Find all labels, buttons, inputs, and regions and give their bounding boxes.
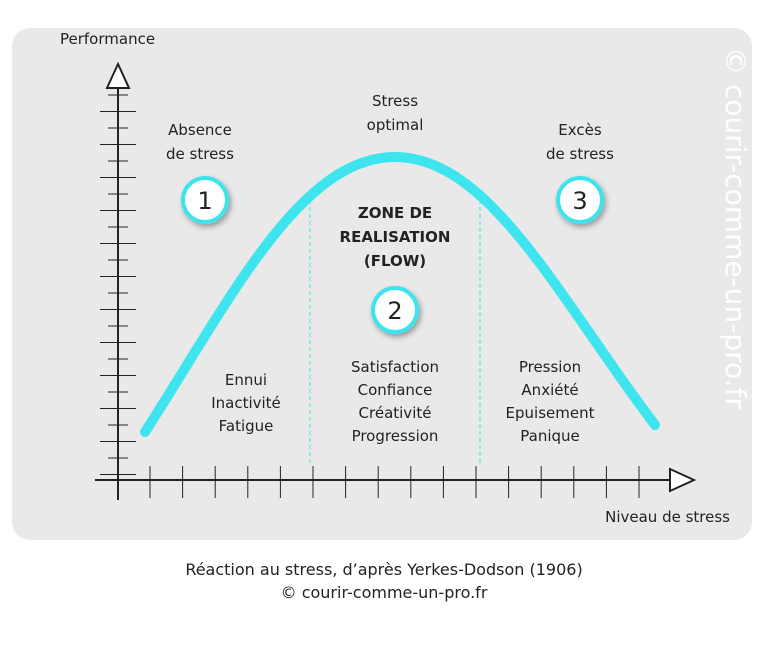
zone-item: Epuisement (506, 404, 595, 422)
zone-title: de stress (546, 145, 614, 163)
zone-number: 1 (197, 187, 212, 215)
zone-number: 3 (572, 187, 587, 215)
curve (140, 151, 660, 437)
zone-item: Satisfaction (351, 358, 439, 376)
zone-badge (181, 176, 229, 224)
zone-item: Fatigue (219, 417, 274, 435)
x-arrow (669, 467, 697, 493)
zone-title: Excès (558, 121, 602, 139)
x-label: Niveau de stress (605, 508, 730, 526)
peak-label: optimal (367, 116, 424, 134)
y-label: Performance (60, 30, 155, 48)
caption: © courir-comme-un-pro.fr (281, 583, 488, 602)
zone-item: Confiance (358, 381, 433, 399)
zone-item: Progression (352, 427, 439, 445)
y-arrow (105, 61, 131, 89)
zone-title: ZONE DE (358, 204, 432, 222)
caption: Réaction au stress, d’après Yerkes-Dodso… (185, 560, 582, 579)
zone-item: Inactivité (211, 394, 281, 412)
zone-item: Panique (520, 427, 580, 445)
zone-item: Anxiété (521, 381, 578, 399)
zone-title: Absence (168, 121, 232, 139)
zone-badge (371, 286, 419, 334)
peak-label: Stress (372, 92, 418, 110)
zone-title: (FLOW) (364, 252, 426, 270)
zone-badge (556, 176, 604, 224)
watermark: © courir-comme-un-pro.fr (719, 47, 752, 409)
zone-item: Créativité (359, 404, 432, 422)
zone-title: de stress (166, 145, 234, 163)
panel (12, 28, 752, 540)
zone-item: Pression (519, 358, 581, 376)
zone-item: Ennui (225, 371, 267, 389)
zone-number: 2 (387, 297, 402, 325)
zone-title: REALISATION (340, 228, 451, 246)
